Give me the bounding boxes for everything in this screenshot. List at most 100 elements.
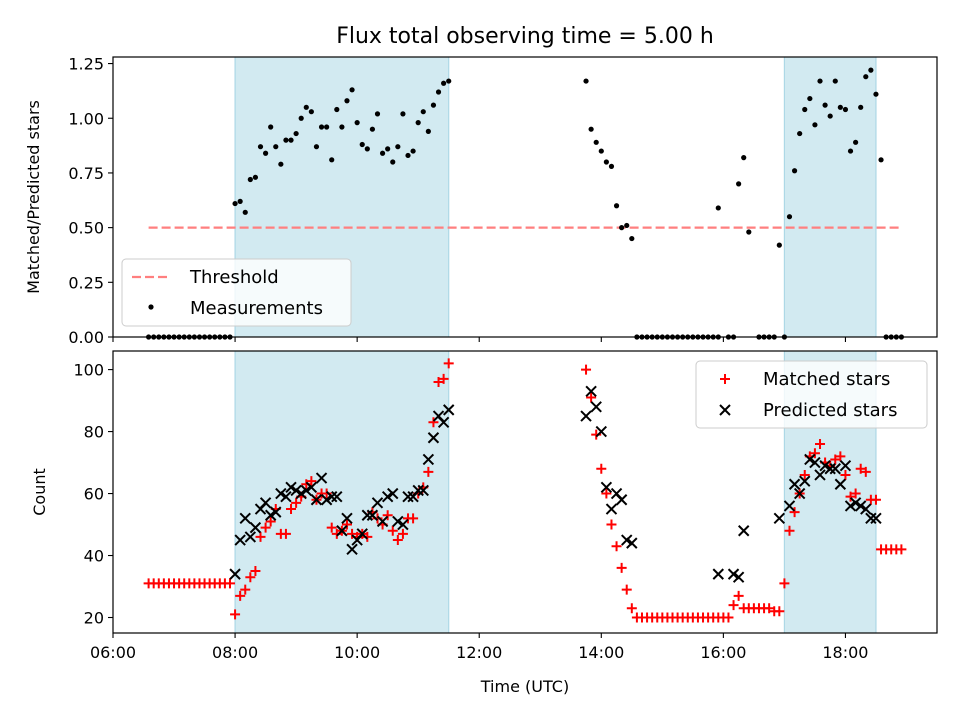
predicted-star-point: [300, 484, 312, 497]
measurement-point: [293, 130, 299, 137]
y-axis-label: Count: [30, 468, 49, 516]
matched-star-point: [835, 451, 846, 462]
predicted-star-point: [860, 503, 872, 515]
shaded-interval: [784, 57, 876, 337]
measurement-point: [379, 150, 386, 156]
matched-star-point: [245, 572, 256, 583]
measurement-point: [817, 78, 823, 84]
predicted-star-point: [788, 478, 801, 490]
matched-star-point: [774, 606, 785, 617]
predicted-star-point: [259, 497, 272, 509]
measurement-point: [624, 222, 630, 229]
measurement-point: [364, 146, 370, 152]
measurement-point: [741, 155, 747, 161]
x-tick-label: 16:00: [700, 643, 746, 662]
predicted-star-point: [819, 459, 831, 472]
predicted-star-point: [600, 481, 613, 494]
matched-star-point: [896, 544, 907, 555]
predicted-star-point: [336, 525, 348, 537]
matched-star-point: [616, 562, 627, 573]
matched-star-point: [845, 491, 856, 502]
measurement-point: [588, 126, 594, 132]
predicted-star-point: [285, 481, 297, 494]
predicted-star-point: [270, 506, 282, 518]
predicted-star-point: [392, 515, 404, 528]
y-tick-label: 80: [84, 423, 104, 442]
matched-star-point: [235, 590, 246, 601]
matched-star-point: [581, 364, 592, 375]
predicted-star-point: [773, 512, 786, 525]
predicted-star-point: [854, 500, 867, 512]
measurement-point: [812, 122, 818, 128]
y-tick-label: 0.75: [68, 164, 104, 183]
measurement-point: [802, 106, 808, 113]
x-tick-label: 12:00: [456, 643, 502, 662]
predicted-star-point: [356, 528, 368, 540]
predicted-star-point: [331, 490, 343, 503]
measurement-point: [583, 78, 589, 84]
predicted-star-point: [738, 525, 750, 537]
chart-title: Flux total observing time = 5.00 h: [336, 24, 714, 49]
predicted-star-point: [244, 531, 257, 543]
predicted-star-point: [239, 512, 251, 525]
predicted-star-point: [346, 543, 358, 556]
predicted-star-point: [865, 512, 877, 525]
measurement-point: [385, 146, 391, 152]
predicted-star-point: [402, 490, 414, 503]
predicted-star-point: [376, 515, 389, 528]
matched-star-point: [626, 603, 637, 614]
matched-star-point: [443, 358, 454, 369]
measurement-point: [807, 95, 813, 102]
matched-star-point: [611, 541, 622, 552]
predicted-star-point: [712, 568, 724, 580]
x-tick-label: 14:00: [578, 643, 624, 662]
predicted-star-point: [326, 490, 338, 503]
matched-star-point: [230, 609, 241, 620]
measurement-point: [344, 98, 350, 104]
matched-star-point: [586, 392, 597, 403]
predicted-star-point: [315, 472, 328, 484]
measurement-point: [273, 144, 279, 150]
measurement-point: [441, 80, 447, 86]
predicted-star-point: [834, 478, 847, 490]
measurement-point: [257, 144, 264, 150]
matched-star-point: [341, 519, 352, 530]
measurement-point: [400, 111, 406, 117]
measurement-point: [313, 144, 320, 150]
axes-frame: [112, 350, 938, 634]
matched-star-point: [423, 466, 434, 477]
matched-star-point: [815, 438, 826, 449]
legend-threshold-label: Threshold: [189, 267, 279, 288]
measurement-point: [288, 137, 294, 143]
measurement-point: [268, 124, 274, 130]
measurement-point: [318, 124, 325, 130]
count-panel: 06:00 08:00 10:00 12:00 14:00 16:00 18:00 20 40 6…: [30, 350, 938, 696]
measurement-point: [746, 229, 752, 235]
y-axis-label: Matched/Predicted stars: [24, 100, 43, 294]
matched-star-point: [596, 463, 607, 474]
matched-star-point: [784, 525, 795, 536]
measurement-point: [395, 144, 401, 150]
legend-box: [121, 258, 352, 327]
measurement-point: [425, 128, 431, 134]
matched-star-point: [250, 566, 261, 577]
measurement-point: [278, 161, 284, 167]
matched-star-point: [606, 519, 617, 530]
matched-star-point: [428, 417, 439, 428]
measurement-point: [598, 148, 604, 154]
measurement-point: [405, 152, 411, 159]
predicted-star-point: [249, 521, 262, 534]
measurement-point: [853, 139, 859, 145]
measurement-point: [410, 148, 416, 154]
axes-frame: [112, 56, 938, 338]
matched-star-point: [840, 469, 851, 480]
predicted-star-point: [615, 494, 628, 506]
matched-star-point: [265, 516, 276, 527]
predicted-star-point: [590, 401, 602, 413]
measurement-point: [603, 159, 609, 165]
measurement-point: [822, 102, 828, 108]
measurement-point: [873, 91, 879, 97]
predicted-star-point: [793, 487, 806, 500]
measurement-point: [786, 214, 793, 220]
